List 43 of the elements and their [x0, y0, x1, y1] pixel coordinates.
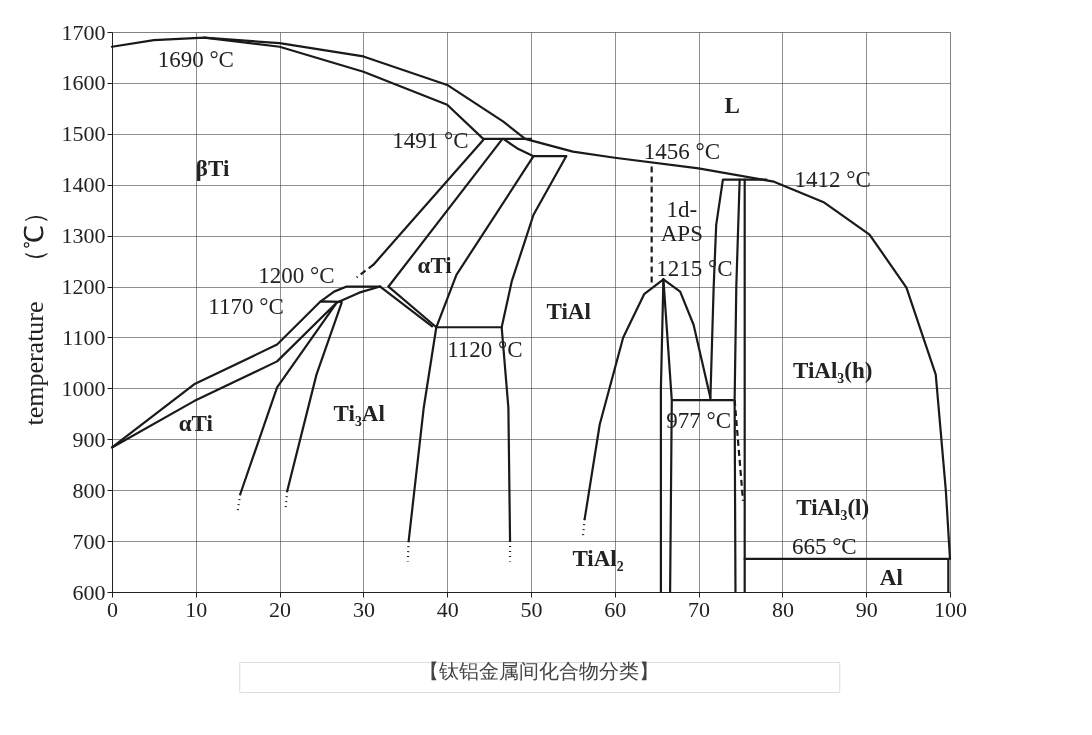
x-tick-label: 90: [855, 596, 878, 622]
annotation: 1491 °C: [392, 128, 469, 154]
annotation: 1170 °C: [208, 293, 284, 319]
annotation: 1d- APS: [660, 197, 703, 247]
x-tick-label: 0: [107, 596, 118, 622]
y-tick-label: 900: [72, 426, 106, 452]
y-tick-label: 800: [72, 477, 106, 503]
annotation: Ti₃Al: [333, 400, 385, 426]
x-tick-label: 70: [688, 596, 711, 622]
x-tick-label: 40: [436, 596, 459, 622]
x-tick-label: 80: [771, 596, 794, 622]
annotation: TiAl₂: [572, 545, 624, 571]
annotation: 665 °C: [791, 534, 857, 560]
x-tick-label: 10: [185, 596, 208, 622]
x-tick-label: 20: [269, 596, 292, 622]
annotation: TiAl₃(l): [796, 495, 870, 520]
x-tick-label: 30: [352, 596, 375, 622]
y-axis-title: temperature （℃）: [19, 199, 49, 426]
annotation: 1412 °C: [794, 166, 871, 192]
y-tick-label: 1700: [61, 19, 106, 45]
y-tick-label: 1200: [61, 274, 106, 300]
annotation: 1200 °C: [258, 263, 335, 289]
x-tick-label: 50: [520, 596, 543, 622]
annotation: TiAl₃(h): [793, 357, 873, 383]
annotation: L: [724, 92, 740, 118]
annotation: 1456 °C: [643, 138, 720, 164]
x-tick-label: 100: [934, 596, 967, 622]
y-tick-label: 1600: [61, 70, 106, 96]
annotation: TiAl: [546, 299, 591, 324]
annotation: αTi: [417, 253, 453, 279]
annotation: βTi: [195, 156, 230, 182]
y-tick-label: 1100: [62, 324, 106, 350]
annotation: Al: [879, 565, 903, 591]
text: 【钛铝金属间化合物分类】: [419, 659, 660, 683]
y-tick-label: 1300: [61, 223, 106, 249]
annotation: 1690 °C: [157, 47, 234, 72]
x-tick-label: 60: [604, 596, 627, 622]
y-tick-label: 1400: [61, 172, 106, 198]
y-tick-label: 700: [72, 528, 106, 554]
annotation: αTi: [178, 411, 214, 436]
y-tick-label: 600: [72, 579, 106, 605]
y-tick-label: 1500: [61, 121, 106, 147]
y-tick-label: 1000: [61, 375, 106, 401]
